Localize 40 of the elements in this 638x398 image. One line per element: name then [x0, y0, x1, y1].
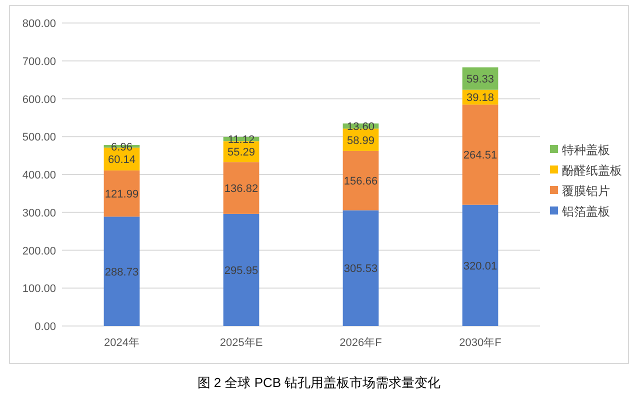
bar [342, 210, 379, 326]
bar [223, 162, 260, 214]
y-tick-label: 0.00 [34, 321, 56, 333]
y-tick-label: 600.00 [22, 94, 56, 106]
data-label: 295.95 [224, 264, 258, 277]
y-tick-label: 500.00 [22, 132, 56, 144]
bar [462, 104, 498, 205]
data-label: 121.99 [104, 188, 139, 201]
x-tick-label: 2030年F [459, 337, 502, 349]
data-label: 58.99 [346, 134, 375, 147]
data-label: 60.14 [108, 154, 136, 166]
data-label: 136.82 [224, 183, 258, 195]
legend-label: 特种盖板 [562, 143, 610, 157]
data-label: 288.73 [104, 266, 139, 278]
bar [342, 150, 379, 210]
bar [462, 204, 498, 326]
y-tick-label: 100.00 [22, 283, 56, 296]
bar [104, 170, 140, 217]
bar [223, 214, 260, 326]
y-tick-label: 700.00 [22, 56, 56, 68]
x-tick-label: 2024年 [104, 337, 140, 349]
y-tick-label: 800.00 [22, 18, 56, 30]
legend-label: 酚醛纸盖板 [562, 164, 622, 178]
legend-label: 覆膜铝片 [562, 184, 610, 198]
data-label: 305.53 [344, 263, 378, 276]
x-tick-label: 2025年E [220, 337, 263, 349]
data-label: 156.66 [344, 176, 378, 188]
text: 图 2 全球 PCB 钻孔用盖板市场需求量变化 [197, 375, 441, 390]
x-tick-label: 2026年F [340, 337, 382, 349]
bar [104, 216, 140, 326]
data-label: 55.29 [227, 146, 256, 159]
legend-label: 铝箔盖板 [561, 204, 610, 218]
y-tick-label: 400.00 [22, 170, 56, 182]
data-label: 39.18 [466, 92, 494, 104]
data-label: 264.51 [463, 150, 498, 162]
data-label: 6.96 [111, 141, 132, 154]
data-label: 59.33 [466, 74, 494, 86]
y-tick-label: 200.00 [22, 245, 56, 258]
data-label: 320.01 [463, 260, 498, 272]
y-tick-label: 300.00 [22, 207, 56, 220]
